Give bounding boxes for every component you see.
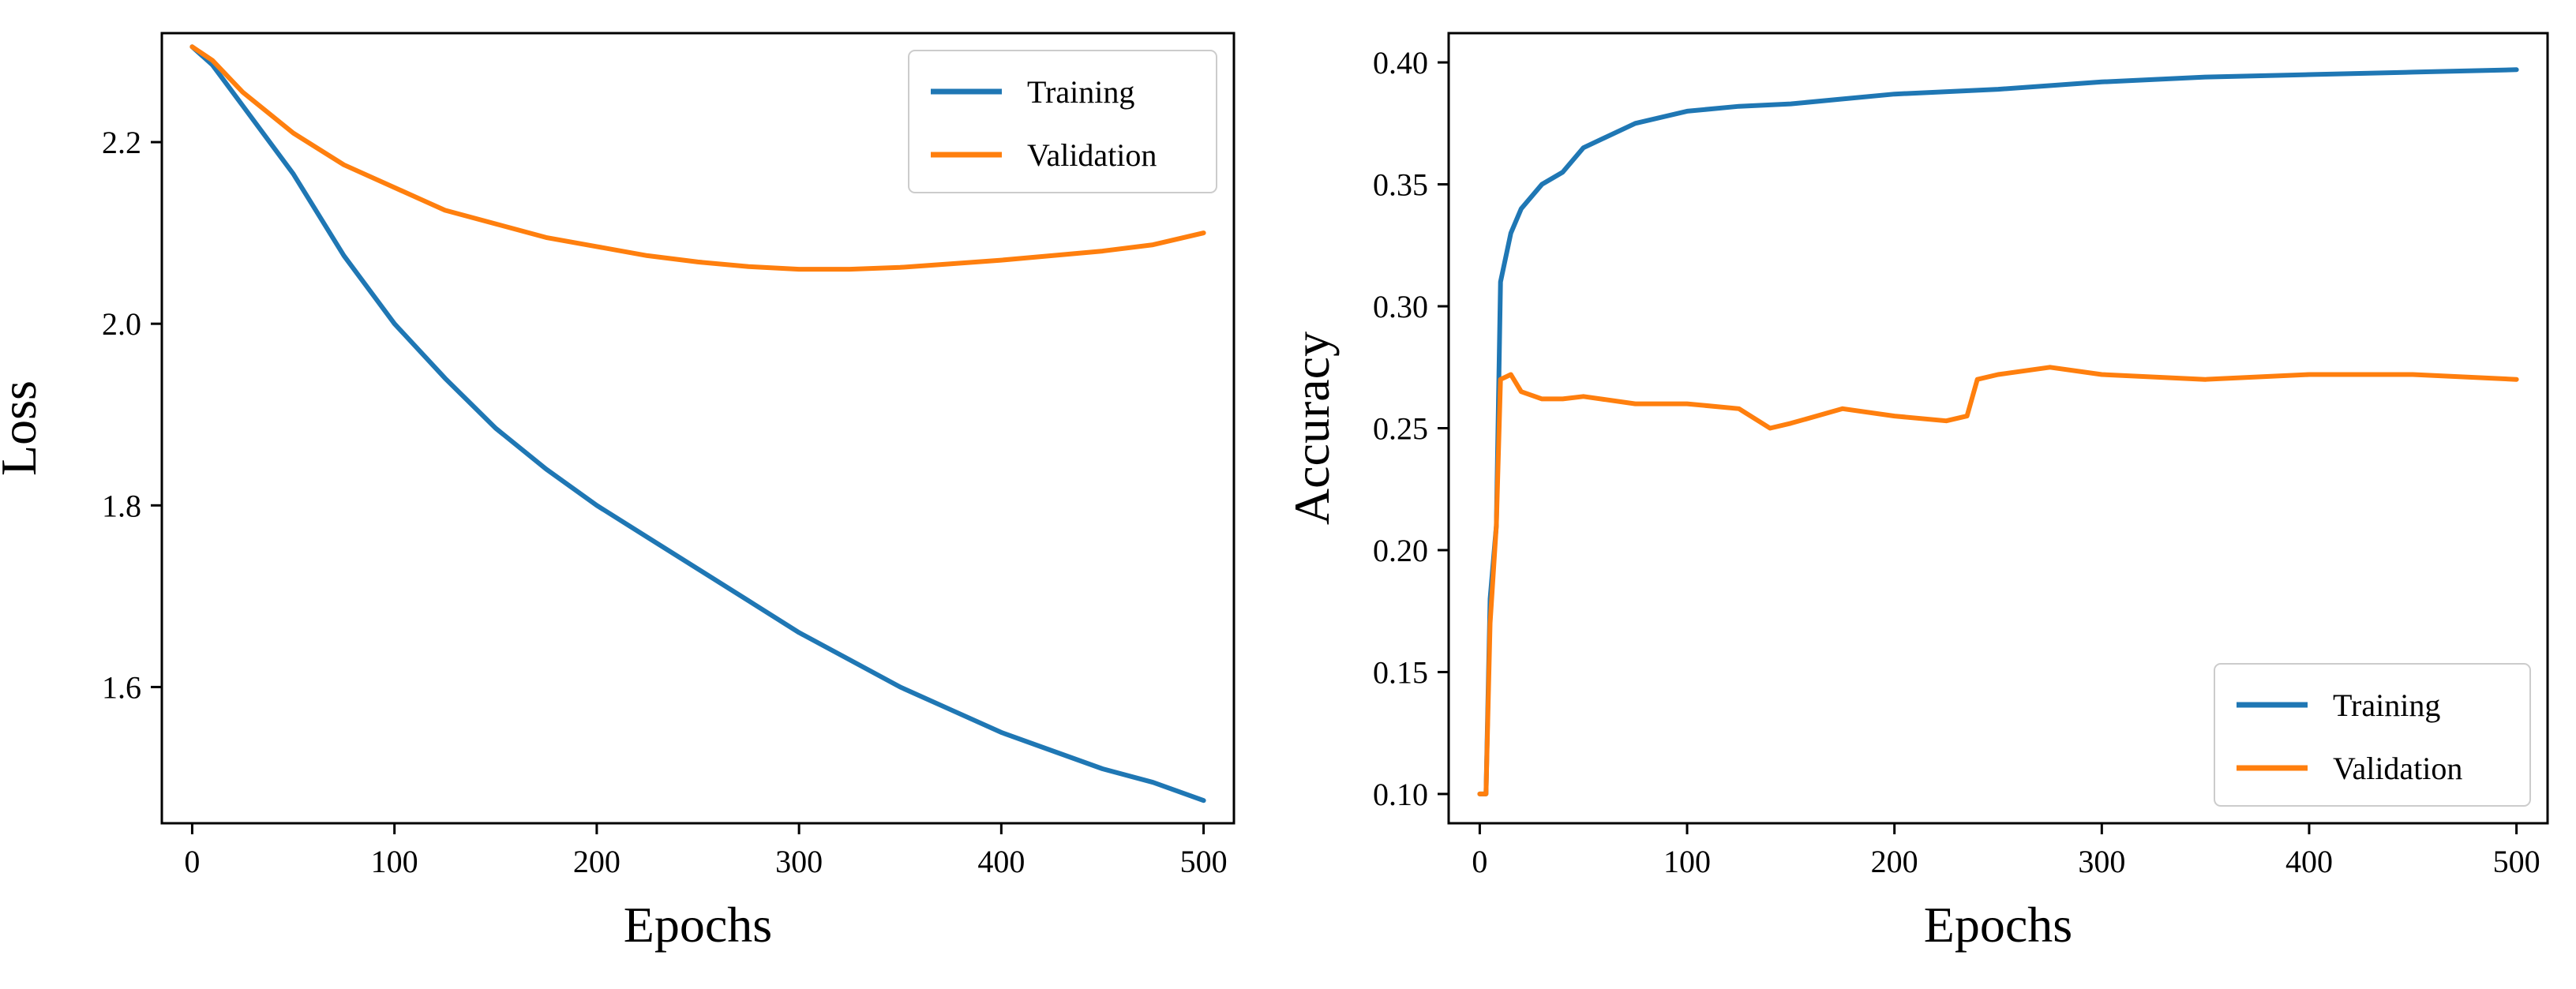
x-tick-label: 500	[1180, 844, 1228, 879]
legend: Training Validation	[908, 50, 1217, 193]
series-line-training	[189, 44, 1206, 804]
y-tick-label: 0.20	[1373, 533, 1428, 568]
x-tick-label: 100	[1663, 844, 1711, 879]
x-tick-label: 300	[2078, 844, 2125, 879]
x-tick-label: 200	[1871, 844, 1918, 879]
y-tick-label: 0.30	[1373, 289, 1428, 324]
y-tick-label: 2.0	[102, 306, 141, 342]
x-tick-label: 500	[2493, 844, 2540, 879]
y-tick-label: 1.6	[102, 669, 141, 705]
y-tick-label: 0.15	[1373, 654, 1428, 690]
legend: Training Validation	[2214, 663, 2531, 807]
x-tick-label: 0	[1472, 844, 1487, 879]
chart-loss: 0 100 200 300 400 500 1.6 1.8 2.0 2.2 Epochs Loss Tr…	[0, 32, 1236, 953]
legend-label-training: Training	[1027, 74, 1134, 110]
x-tick-label: 400	[977, 844, 1025, 879]
y-tick-label: 0.40	[1373, 45, 1428, 81]
legend-label-training: Training	[2333, 687, 2440, 723]
y-tick-label: 0.10	[1373, 777, 1428, 812]
x-tick-label: 0	[184, 844, 200, 879]
series-line-validation	[189, 44, 1206, 272]
legend-label-validation: Validation	[2333, 751, 2462, 786]
x-tick-label: 400	[2285, 844, 2333, 879]
x-tick-label: 300	[775, 844, 823, 879]
x-axis-label: Epochs	[1924, 897, 2072, 953]
series-line-validation	[1477, 365, 2519, 796]
y-tick-label: 1.8	[102, 488, 141, 523]
y-axis-label: Loss	[0, 380, 47, 476]
x-tick-label: 100	[371, 844, 418, 879]
x-axis-label: Epochs	[624, 897, 772, 953]
y-axis-label: Accuracy	[1284, 332, 1340, 525]
y-tick-label: 2.2	[102, 125, 141, 160]
y-tick-label: 0.25	[1373, 411, 1428, 447]
x-tick-label: 200	[573, 844, 621, 879]
y-tick-label: 0.35	[1373, 167, 1428, 203]
axes-frame	[160, 32, 1236, 825]
chart-accuracy: 0 100 200 300 400 500 0.10 0.15 0.20 0.25 0.30 0.35…	[1284, 32, 2549, 953]
legend-label-validation: Validation	[1027, 137, 1157, 173]
